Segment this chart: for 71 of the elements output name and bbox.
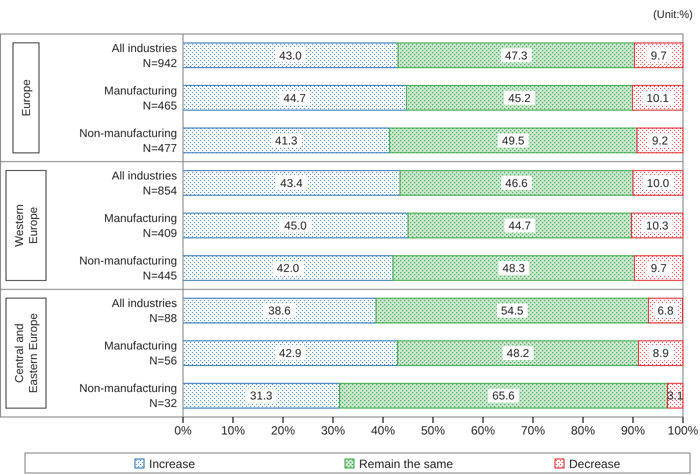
data-label: 43.4 <box>280 178 304 190</box>
data-label: 10.3 <box>646 220 668 232</box>
y-tick-label: Non-manufacturing N=32 <box>79 383 177 410</box>
y-tick-label: Non-manufacturing N=477 <box>79 128 177 155</box>
bar <box>406 84 633 111</box>
x-tick-label: 0% <box>174 424 192 438</box>
bar <box>339 382 668 409</box>
data-label: 6.8 <box>658 306 674 318</box>
data-label: 10.1 <box>646 92 669 105</box>
data-label: 54.5 <box>501 306 524 318</box>
bar <box>182 382 340 409</box>
data-label: 48.3 <box>502 263 525 276</box>
data-label: 31.3 <box>250 390 272 403</box>
x-tick-label: 40% <box>370 424 396 438</box>
x-tick-label: 60% <box>470 424 496 438</box>
y-tick-label: Non-manufacturing N=445 <box>79 256 177 283</box>
data-label: 9.2 <box>652 135 668 148</box>
data-label: 48.2 <box>506 348 530 360</box>
x-tick-label: 70% <box>520 424 546 438</box>
bar <box>182 212 408 238</box>
text: Central and Eastern Europe <box>14 313 40 394</box>
data-label: 41.3 <box>275 135 298 148</box>
bar <box>400 170 634 196</box>
x-tick-label: 30% <box>320 424 346 438</box>
y-tick-label: Manufacturing N=56 <box>104 340 177 368</box>
bar <box>398 42 635 68</box>
text: Europe <box>21 79 33 116</box>
legend-label: Decrease <box>569 457 621 471</box>
data-label: 44.7 <box>508 220 531 232</box>
x-tick-label: 90% <box>620 424 646 438</box>
data-label: 47.3 <box>505 50 528 62</box>
data-label: 46.6 <box>505 178 528 190</box>
legend-label: Remain the same <box>359 457 454 471</box>
bar <box>182 84 407 111</box>
data-label: 9.7 <box>650 50 667 62</box>
data-label: 10.0 <box>646 178 670 190</box>
data-label: 45.0 <box>284 220 307 232</box>
bar <box>182 42 398 68</box>
data-label: 38.6 <box>268 306 291 318</box>
bar <box>392 255 635 281</box>
text: Western Europe <box>14 204 40 247</box>
x-tick-label: 50% <box>420 424 446 438</box>
x-tick-label: 20% <box>270 424 296 438</box>
y-tick-label: All industries N=88 <box>112 298 178 326</box>
data-label: 42.0 <box>276 263 300 276</box>
data-label: 44.7 <box>284 92 306 105</box>
bar <box>408 212 632 238</box>
data-label: 9.7 <box>650 263 667 276</box>
data-label: 49.5 <box>502 135 524 148</box>
y-tick-label: All industries N=942 <box>112 42 178 70</box>
bar <box>182 128 390 154</box>
data-label: 43.0 <box>279 50 302 62</box>
y-tick-label: All industries N=854 <box>112 170 178 198</box>
data-label: 8.9 <box>652 348 669 360</box>
x-tick-label: 100% <box>668 424 699 438</box>
data-label: 42.9 <box>279 348 302 360</box>
y-tick-label: Manufacturing N=409 <box>104 213 177 240</box>
text: (Unit:%) <box>653 9 693 21</box>
x-tick-label: 80% <box>570 424 596 438</box>
legend-label: Increase <box>149 457 196 471</box>
bar <box>182 255 394 281</box>
bar <box>182 298 376 324</box>
data-label: 65.6 <box>492 390 515 403</box>
x-tick-label: 10% <box>220 424 246 438</box>
y-tick-label: Manufacturing N=465 <box>104 85 177 112</box>
bar <box>376 298 649 324</box>
bar <box>182 340 398 366</box>
bar <box>397 340 639 366</box>
bar <box>389 128 638 154</box>
bar <box>182 170 400 196</box>
data-label: 45.2 <box>508 92 531 105</box>
